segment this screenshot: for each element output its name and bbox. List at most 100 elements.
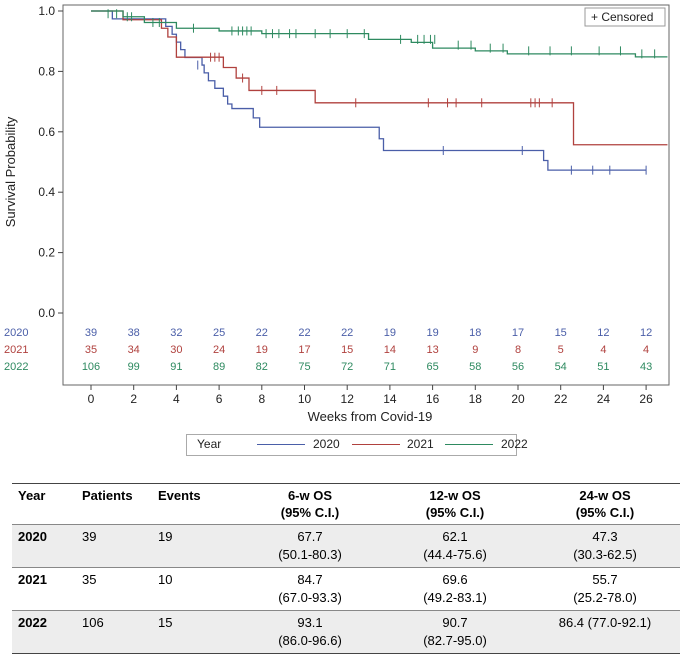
at-risk-count-2021: 24: [213, 344, 225, 356]
x-tick-label: 18: [469, 392, 483, 406]
cell-6w-os-ci: (86.0-96.6): [278, 633, 342, 648]
at-risk-count-2020: 19: [426, 327, 438, 339]
at-risk-count-2020: 12: [640, 327, 652, 339]
y-tick-label: 1.0: [38, 4, 55, 18]
at-risk-count-2021: 34: [128, 344, 140, 356]
y-tick-label: 0.4: [38, 185, 55, 199]
at-risk-count-2022: 91: [170, 361, 182, 373]
cell-24w-os-ci: (30.3-62.5): [573, 547, 637, 562]
legend-line-2021: [352, 444, 400, 445]
at-risk-count-2020: 19: [384, 327, 396, 339]
at-risk-count-2020: 39: [85, 327, 97, 339]
cell-24w-os-value: 86.4 (77.0-92.1): [558, 615, 652, 630]
header-6w-os: 6-w OS (95% C.I.): [240, 484, 380, 525]
x-tick-label: 22: [554, 392, 568, 406]
at-risk-count-2021: 8: [515, 344, 521, 356]
table-row: 2022 106 15 93.1 (86.0-96.6) 90.7 (82.7-95…: [12, 610, 680, 654]
plot-frame: [62, 4, 670, 386]
y-tick-label: 0.8: [38, 64, 55, 78]
at-risk-count-2021: 4: [600, 344, 606, 356]
header-24w-os-line1: 24-w OS: [579, 488, 631, 503]
cell-6w-os-ci: (50.1-80.3): [278, 547, 342, 562]
header-24w-os: 24-w OS (95% C.I.): [530, 484, 680, 525]
x-tick-label: 8: [258, 392, 265, 406]
at-risk-count-2022: 65: [426, 361, 438, 373]
cell-year: 2021: [18, 572, 47, 587]
survival-curve-2021: [91, 10, 668, 146]
censored-legend-box: [584, 7, 666, 27]
at-risk-count-2022: 89: [213, 361, 225, 373]
cell-12w-os-value: 69.6: [442, 572, 468, 587]
x-tick-label: 6: [216, 392, 223, 406]
at-risk-count-2021: 15: [341, 344, 353, 356]
y-tick-label: 0.6: [38, 125, 55, 139]
cell-6w-os-value: 84.7: [297, 572, 323, 587]
legend-line-2020: [257, 444, 305, 445]
table-row: 2021 35 10 84.7 (67.0-93.3) 69.6 (49.2-83.…: [12, 567, 680, 611]
cell-12w-os: 62.1 (44.4-75.6): [380, 525, 530, 568]
cell-6w-os-value: 93.1: [297, 615, 323, 630]
header-24w-os-line2: (95% C.I.): [575, 505, 635, 520]
at-risk-count-2021: 19: [256, 344, 268, 356]
at-risk-count-2022: 82: [256, 361, 268, 373]
cell-24w-os-value: 47.3: [592, 529, 618, 544]
cell-24w-os: 47.3 (30.3-62.5): [530, 525, 680, 568]
censored-legend-label: + Censored: [591, 10, 653, 24]
x-tick-label: 26: [639, 392, 653, 406]
at-risk-count-2022: 71: [384, 361, 396, 373]
survival-curve-2020: [91, 10, 647, 171]
cell-12w-os-value: 90.7: [442, 615, 468, 630]
cell-patients: 35: [82, 572, 97, 587]
legend-label-2022: 2022: [501, 437, 528, 451]
cell-6w-os: 67.7 (50.1-80.3): [240, 525, 380, 568]
y-axis-title: Survival Probability: [3, 116, 18, 227]
header-6w-os-line2: (95% C.I.): [280, 505, 340, 520]
cell-year: 2022: [18, 615, 47, 630]
os-summary-table: Year Patients Events 6-w OS (95% C.I.) 12…: [12, 483, 680, 654]
at-risk-count-2021: 4: [643, 344, 649, 356]
at-risk-count-2022: 99: [128, 361, 140, 373]
x-tick-label: 16: [426, 392, 440, 406]
at-risk-count-2022: 43: [640, 361, 652, 373]
cell-6w-os-value: 67.7: [297, 529, 323, 544]
at-risk-count-2021: 5: [558, 344, 564, 356]
cell-24w-os-value: 55.7: [592, 572, 618, 587]
cell-12w-os-ci: (49.2-83.1): [423, 590, 487, 605]
header-12w-os-line1: 12-w OS: [429, 488, 481, 503]
cell-6w-os-ci: (67.0-93.3): [278, 590, 342, 605]
km-chart: 0.00.20.40.60.81.00 2 4 6 8 10 12 14 16 18 20 22 24 2…: [3, 4, 670, 424]
x-tick-label: 14: [383, 392, 397, 406]
cell-24w-os: 86.4 (77.0-92.1): [530, 611, 680, 654]
cell-patients: 39: [82, 529, 97, 544]
cell-events: 15: [158, 615, 173, 630]
at-risk-count-2021: 9: [472, 344, 478, 356]
at-risk-count-2021: 30: [170, 344, 182, 356]
x-tick-label: 12: [341, 392, 355, 406]
header-12w-os-line2: (95% C.I.): [425, 505, 485, 520]
x-tick-label: 4: [173, 392, 180, 406]
at-risk-count-2022: 56: [512, 361, 524, 373]
cell-year: 2020: [18, 529, 47, 544]
at-risk-count-2020: 22: [298, 327, 310, 339]
at-risk-count-2022: 75: [298, 361, 310, 373]
at-risk-count-2021: 13: [426, 344, 438, 356]
x-tick-label: 10: [298, 392, 312, 406]
header-patients: Patients: [82, 488, 133, 503]
cell-6w-os: 84.7 (67.0-93.3): [240, 568, 380, 611]
at-risk-count-2021: 17: [298, 344, 310, 356]
at-risk-count-2020: 17: [512, 327, 524, 339]
at-risk-label-2021: 2021: [4, 344, 28, 356]
at-risk-count-2020: 12: [597, 327, 609, 339]
at-risk-count-2020: 25: [213, 327, 225, 339]
legend-label-2021: 2021: [407, 437, 434, 451]
cell-12w-os-ci: (44.4-75.6): [423, 547, 487, 562]
at-risk-count-2022: 54: [555, 361, 567, 373]
at-risk-count-2022: 72: [341, 361, 353, 373]
x-tick-label: 24: [597, 392, 611, 406]
at-risk-count-2020: 32: [170, 327, 182, 339]
cell-6w-os: 93.1 (86.0-96.6): [240, 611, 380, 654]
cell-24w-os-ci: (25.2-78.0): [573, 590, 637, 605]
at-risk-count-2020: 18: [469, 327, 481, 339]
at-risk-count-2020: 22: [341, 327, 353, 339]
table-header-row: Year Patients Events 6-w OS (95% C.I.) 12…: [12, 483, 680, 525]
